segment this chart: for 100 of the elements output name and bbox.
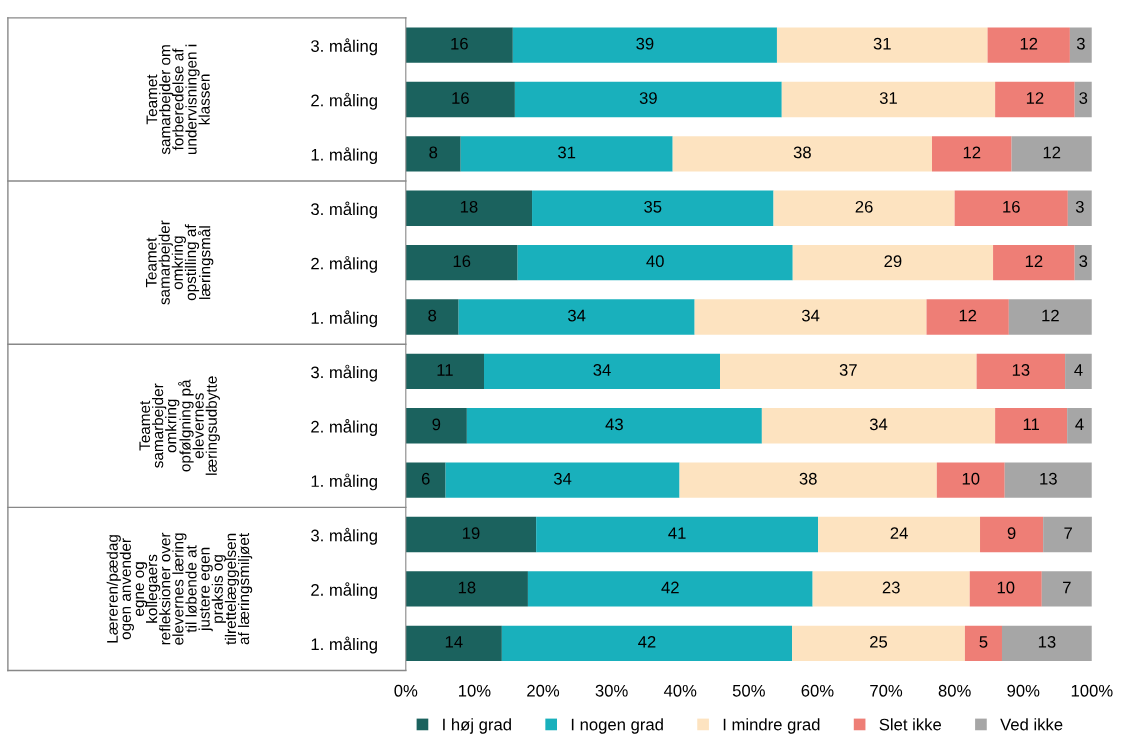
y-tick-label: 3. måling xyxy=(311,201,377,219)
bar xyxy=(405,299,459,335)
data-label: 13 xyxy=(1040,472,1057,485)
data-label: 42 xyxy=(638,635,656,648)
x-tick-label: 0% xyxy=(394,684,418,697)
data-label: 6 xyxy=(421,472,430,485)
bar xyxy=(792,244,994,281)
bar xyxy=(532,190,774,226)
bar xyxy=(466,408,762,444)
data-label: 3 xyxy=(1075,200,1084,213)
data-label: 16 xyxy=(453,255,471,268)
data-label: 12 xyxy=(1026,92,1044,104)
data-label: 18 xyxy=(458,581,476,594)
data-label: 34 xyxy=(869,418,888,431)
data-label: 14 xyxy=(445,636,463,648)
data-label: 3 xyxy=(1079,92,1088,104)
bar xyxy=(405,190,533,226)
bar xyxy=(926,299,1009,335)
y-tick-label: 2. måling xyxy=(311,92,377,110)
bar xyxy=(1067,408,1092,444)
legend-label: I mindre grad xyxy=(723,718,820,734)
bar xyxy=(936,462,1005,498)
data-label: 43 xyxy=(605,418,623,431)
bar xyxy=(484,353,721,390)
bar xyxy=(672,136,932,172)
data-label: 11 xyxy=(437,364,453,376)
data-label: 12 xyxy=(1020,37,1038,50)
y-tick-label: 1. måling xyxy=(311,310,377,328)
data-label: 7 xyxy=(1063,581,1071,594)
y-tick-label: 2. måling xyxy=(311,582,377,600)
data-label: 31 xyxy=(558,146,576,159)
bar xyxy=(1043,516,1092,553)
data-label: 3 xyxy=(1076,37,1085,50)
data-label: 12 xyxy=(1025,255,1043,267)
bar xyxy=(405,408,467,444)
bar xyxy=(694,299,927,335)
data-label: 13 xyxy=(1012,364,1030,376)
data-label: 42 xyxy=(661,581,679,594)
text: Læreren/pædag ogen anvender egne og kollegaers refleksioner over elevernes læring til løbende at justere egen praksis og tilrettelæggelsen af læringsmiljøet xyxy=(106,532,253,645)
bar xyxy=(405,571,528,607)
data-label: 12 xyxy=(1043,146,1061,159)
data-label: 34 xyxy=(801,309,820,322)
bar xyxy=(773,190,955,226)
y-tick-label: 1. måling xyxy=(311,473,377,491)
data-label: 7 xyxy=(1064,527,1072,539)
bar xyxy=(517,244,793,281)
bar xyxy=(405,81,515,118)
data-label: 19 xyxy=(462,527,480,540)
bar xyxy=(993,244,1075,281)
data-label: 10 xyxy=(962,472,980,485)
x-tick-label: 100% xyxy=(1071,684,1113,697)
data-label: 38 xyxy=(799,472,817,485)
text: Teamet samarbejder omkring opfølgning på elevernes læringsudbytte xyxy=(139,376,220,475)
data-label: 31 xyxy=(879,92,897,104)
x-tick-label: 70% xyxy=(870,684,903,697)
bar xyxy=(405,136,461,172)
bar xyxy=(1008,299,1092,335)
bar xyxy=(501,625,793,661)
bar xyxy=(964,625,1002,661)
x-tick-label: 90% xyxy=(1007,684,1040,697)
y-tick-label: 3. måling xyxy=(311,38,377,56)
data-label: 34 xyxy=(593,364,611,376)
y-tick-label: 3. måling xyxy=(311,364,377,382)
data-label: 26 xyxy=(855,200,873,213)
x-tick-label: 60% xyxy=(801,684,834,697)
y-tick-label: 3. måling xyxy=(311,527,377,545)
data-label: 16 xyxy=(451,37,468,50)
bar xyxy=(1004,462,1092,498)
bar xyxy=(781,81,996,118)
bar xyxy=(954,190,1068,226)
y-tick-label: 1. måling xyxy=(311,636,377,654)
data-label: 12 xyxy=(963,146,981,159)
text: Teamet samarbejder om forberedelse af undervisningen i klassen xyxy=(146,44,210,155)
bar xyxy=(1011,136,1092,172)
bar xyxy=(1041,571,1092,607)
bar xyxy=(987,27,1070,63)
data-label: 34 xyxy=(568,309,586,322)
bar xyxy=(980,516,1044,553)
data-label: 23 xyxy=(882,581,900,594)
x-tick-label: 80% xyxy=(938,684,971,697)
data-label: 39 xyxy=(636,37,654,50)
data-label: 11 xyxy=(1023,418,1039,431)
bar xyxy=(792,625,965,661)
y-tick-label: 1. måling xyxy=(311,147,377,165)
bar xyxy=(405,353,485,390)
y-tick-label: 2. måling xyxy=(311,255,377,273)
bar xyxy=(445,462,680,498)
bar xyxy=(405,625,502,661)
data-label: 38 xyxy=(793,146,811,159)
bar xyxy=(995,408,1068,444)
data-label: 35 xyxy=(644,200,662,213)
bar xyxy=(1069,27,1092,63)
data-label: 16 xyxy=(1003,200,1020,213)
bar xyxy=(720,353,977,390)
data-label: 40 xyxy=(646,255,664,268)
x-tick-label: 30% xyxy=(595,684,628,697)
data-label: 37 xyxy=(839,364,857,376)
data-label: 31 xyxy=(873,37,891,50)
bar xyxy=(761,408,996,444)
bar xyxy=(458,299,695,335)
